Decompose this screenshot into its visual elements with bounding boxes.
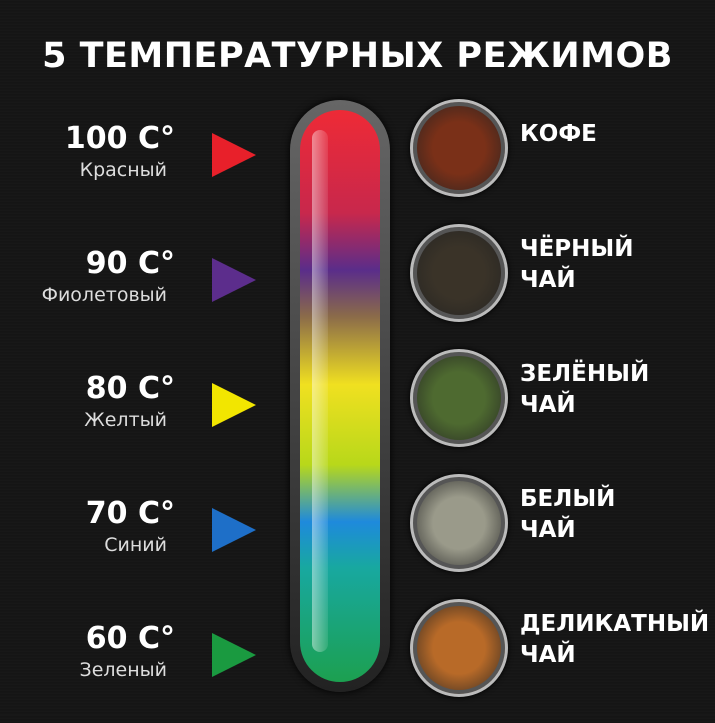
triangle-pointer-icon (212, 508, 256, 552)
mode-row: 100 C° Красный КОФЕ (0, 99, 715, 223)
herbal-tea-image (410, 599, 508, 697)
color-name: Желтый (84, 409, 167, 431)
triangle-pointer-icon (212, 633, 256, 677)
drink-label: ДЕЛИКАТНЫЙ ЧАЙ (520, 609, 709, 671)
drink-line: ЧАЙ (520, 267, 576, 293)
drink-line: БЕЛЫЙ (520, 486, 616, 512)
mode-row: 60 C° Зеленый ДЕЛИКАТНЫЙ ЧАЙ (0, 599, 715, 723)
drink-line: ЧЁРНЫЙ (520, 236, 634, 262)
color-name: Красный (79, 159, 167, 181)
mode-row: 70 C° Синий БЕЛЫЙ ЧАЙ (0, 474, 715, 598)
triangle-pointer-icon (212, 383, 256, 427)
color-name: Фиолетовый (41, 284, 167, 306)
mode-row: 80 C° Желтый ЗЕЛЁНЫЙ ЧАЙ (0, 349, 715, 473)
drink-line: ЗЕЛЁНЫЙ (520, 361, 650, 387)
drink-line: ЧАЙ (520, 517, 576, 543)
drink-line: ЧАЙ (520, 642, 576, 668)
coffee-beans-image (410, 99, 508, 197)
temperature-label: 70 C° (85, 496, 175, 531)
temperature-tube (290, 100, 390, 692)
temperature-label: 60 C° (85, 621, 175, 656)
color-name: Зеленый (79, 659, 167, 681)
temperature-label: 80 C° (85, 371, 175, 406)
color-gradient (300, 110, 380, 682)
page-title: 5 ТЕМПЕРАТУРНЫХ РЕЖИМОВ (42, 36, 673, 76)
triangle-pointer-icon (212, 133, 256, 177)
triangle-pointer-icon (212, 258, 256, 302)
green-tea-image (410, 349, 508, 447)
black-tea-image (410, 224, 508, 322)
drink-label: ЧЁРНЫЙ ЧАЙ (520, 234, 633, 296)
temperature-label: 100 C° (64, 121, 175, 156)
tube-highlight (312, 130, 328, 652)
drink-label: ЗЕЛЁНЫЙ ЧАЙ (520, 359, 649, 421)
drink-label: КОФЕ (520, 119, 597, 150)
temperature-label: 90 C° (85, 246, 175, 281)
drink-line: КОФЕ (520, 121, 597, 147)
white-tea-image (410, 474, 508, 572)
drink-line: ДЕЛИКАТНЫЙ (520, 611, 710, 637)
mode-row: 90 C° Фиолетовый ЧЁРНЫЙ ЧАЙ (0, 224, 715, 348)
drink-label: БЕЛЫЙ ЧАЙ (520, 484, 615, 546)
color-name: Синий (104, 534, 167, 556)
drink-line: ЧАЙ (520, 392, 576, 418)
